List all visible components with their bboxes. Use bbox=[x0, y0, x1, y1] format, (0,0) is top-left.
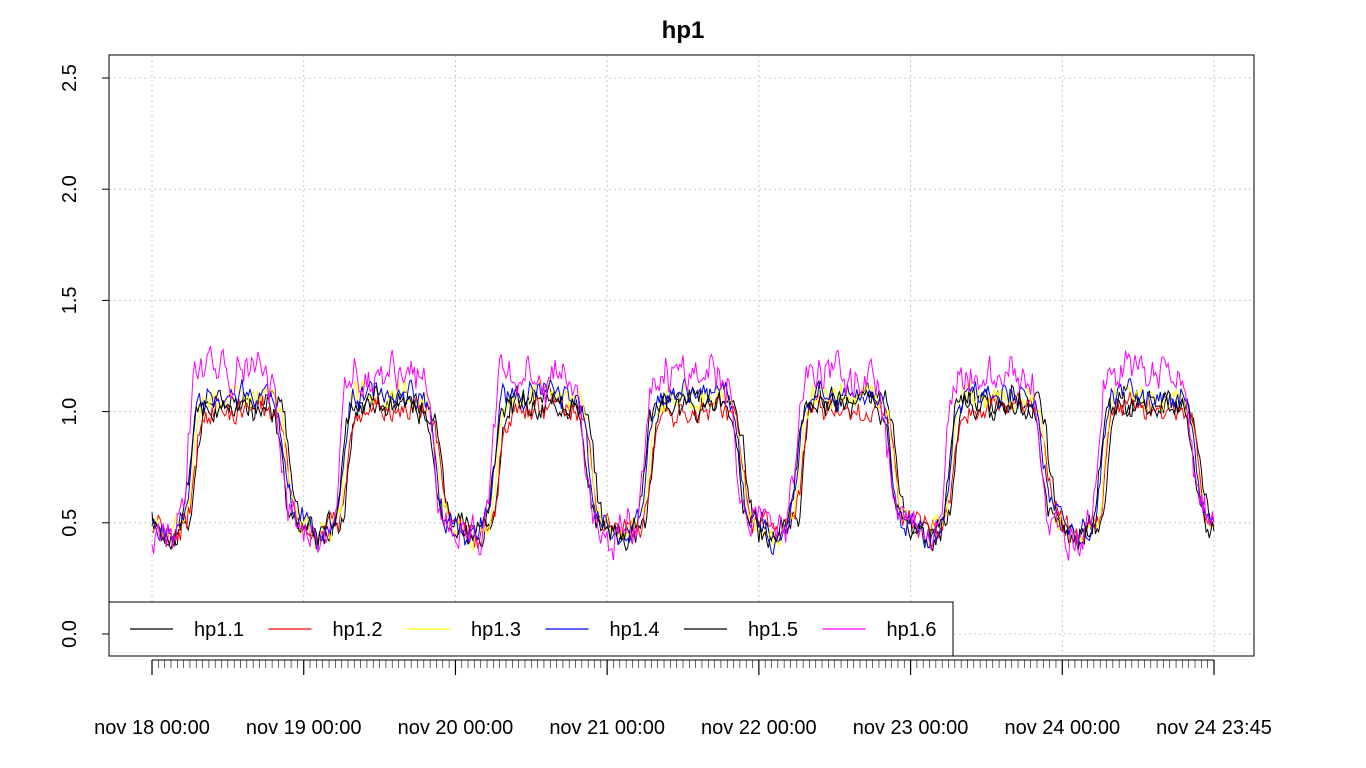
x-tick-label: nov 19 00:00 bbox=[246, 717, 362, 739]
y-tick-label: 0.5 bbox=[59, 509, 81, 537]
series-line-hp1.6 bbox=[151, 345, 1215, 561]
x-tick-label: nov 24 00:00 bbox=[1004, 717, 1120, 739]
x-tick-label: nov 22 00:00 bbox=[701, 717, 817, 739]
x-tick-label: nov 21 00:00 bbox=[549, 717, 665, 739]
legend-label: hp1.5 bbox=[748, 619, 798, 641]
legend-label: hp1.1 bbox=[194, 619, 244, 641]
plot-frame bbox=[108, 54, 1255, 657]
x-tick-label: nov 24 23:45 bbox=[1156, 717, 1272, 739]
legend-label: hp1.4 bbox=[610, 619, 660, 641]
series-line-hp1.2 bbox=[151, 391, 1215, 550]
x-tick-label: nov 18 00:00 bbox=[94, 717, 210, 739]
y-tick-label: 1.0 bbox=[59, 398, 81, 426]
y-tick-label: 1.5 bbox=[59, 286, 81, 314]
legend: hp1.1 hp1.2 hp1.3 hp1.4 hp1.5 hp1.6 bbox=[108, 601, 954, 657]
series-line-hp1.3 bbox=[151, 375, 1215, 551]
legend-label: hp1.3 bbox=[471, 619, 521, 641]
x-tick-label: nov 20 00:00 bbox=[398, 717, 514, 739]
legend-label: hp1.2 bbox=[333, 619, 383, 641]
y-axis: 0.0 0.5 1.0 1.5 2.0 2.5 bbox=[59, 64, 109, 648]
chart-title: hp1 bbox=[662, 17, 705, 44]
x-tick-label: nov 23 00:00 bbox=[853, 717, 969, 739]
y-tick-label: 2.0 bbox=[59, 175, 81, 203]
legend-label: hp1.6 bbox=[887, 619, 937, 641]
y-tick-label: 2.5 bbox=[59, 64, 81, 92]
series-layer bbox=[151, 345, 1215, 561]
y-tick-label: 0.0 bbox=[59, 620, 81, 648]
grid bbox=[109, 55, 1254, 656]
series-line-hp1.1 bbox=[151, 379, 1215, 552]
x-axis: nov 18 00:00 nov 19 00:00 nov 20 00:00 nov … bbox=[94, 659, 1272, 739]
legend-box bbox=[108, 601, 954, 657]
